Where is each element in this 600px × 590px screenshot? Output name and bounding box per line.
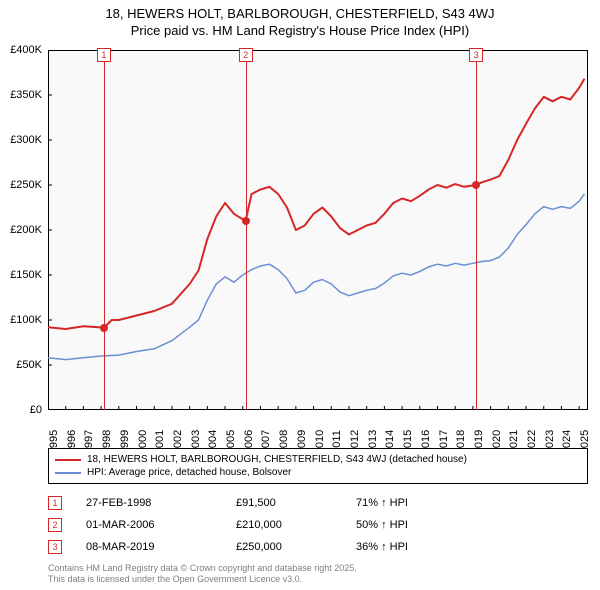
footer-line-1: Contains HM Land Registry data © Crown c… — [48, 563, 588, 575]
y-tick-label: £250K — [10, 179, 42, 191]
y-tick-label: £200K — [10, 224, 42, 236]
marker-box-3: 3 — [469, 48, 483, 62]
marker-line-3 — [476, 50, 477, 410]
sale-marker: 3 — [48, 540, 62, 554]
sale-price: £250,000 — [236, 541, 356, 553]
footer-line-2: This data is licensed under the Open Gov… — [48, 574, 588, 586]
legend-row: HPI: Average price, detached house, Bols… — [55, 466, 581, 479]
marker-dot-2 — [242, 217, 250, 225]
legend-label: HPI: Average price, detached house, Bols… — [87, 467, 291, 478]
title-block: 18, HEWERS HOLT, BARLBOROUGH, CHESTERFIE… — [0, 0, 600, 40]
title-line-2: Price paid vs. HM Land Registry's House … — [0, 23, 600, 40]
sale-marker: 2 — [48, 518, 62, 532]
sale-date: 27-FEB-1998 — [86, 497, 236, 509]
marker-line-2 — [246, 50, 247, 410]
sale-row-3: 3 08-MAR-2019£250,00036% ↑ HPI — [48, 536, 588, 558]
marker-dot-3 — [472, 181, 480, 189]
legend-row: 18, HEWERS HOLT, BARLBOROUGH, CHESTERFIE… — [55, 453, 581, 466]
sale-row-2: 2 01-MAR-2006£210,00050% ↑ HPI — [48, 514, 588, 536]
sale-price: £210,000 — [236, 519, 356, 531]
y-tick-label: £50K — [16, 359, 42, 371]
chart-plot-area: 1 2 3 — [48, 50, 588, 410]
sales-table: 1 27-FEB-1998£91,50071% ↑ HPI 2 01-MAR-2006… — [48, 492, 588, 558]
legend-swatch — [55, 459, 81, 461]
footer: Contains HM Land Registry data © Crown c… — [48, 563, 588, 586]
sale-hpi: 50% ↑ HPI — [356, 519, 456, 531]
y-tick-label: £400K — [10, 44, 42, 56]
sale-price: £91,500 — [236, 497, 356, 509]
plot-svg — [48, 50, 588, 410]
sale-hpi: 36% ↑ HPI — [356, 541, 456, 553]
chart-container: 18, HEWERS HOLT, BARLBOROUGH, CHESTERFIE… — [0, 0, 600, 590]
legend-swatch — [55, 472, 81, 474]
sale-date: 01-MAR-2006 — [86, 519, 236, 531]
y-tick-label: £100K — [10, 314, 42, 326]
y-axis-labels: £0£50K£100K£150K£200K£250K£300K£350K£400… — [0, 50, 46, 410]
sale-marker: 1 — [48, 496, 62, 510]
legend: 18, HEWERS HOLT, BARLBOROUGH, CHESTERFIE… — [48, 448, 588, 484]
x-axis-labels: 1995199619971998199920002001200220032004… — [48, 412, 588, 442]
series-hpi — [48, 194, 584, 360]
marker-box-1: 1 — [97, 48, 111, 62]
sale-row-1: 1 27-FEB-1998£91,50071% ↑ HPI — [48, 492, 588, 514]
legend-label: 18, HEWERS HOLT, BARLBOROUGH, CHESTERFIE… — [87, 454, 467, 465]
sale-hpi: 71% ↑ HPI — [356, 497, 456, 509]
title-line-1: 18, HEWERS HOLT, BARLBOROUGH, CHESTERFIE… — [0, 6, 600, 23]
marker-dot-1 — [100, 324, 108, 332]
y-tick-label: £300K — [10, 134, 42, 146]
marker-line-1 — [104, 50, 105, 410]
y-tick-label: £150K — [10, 269, 42, 281]
y-tick-label: £350K — [10, 89, 42, 101]
series-price_paid — [48, 79, 584, 329]
sale-date: 08-MAR-2019 — [86, 541, 236, 553]
marker-box-2: 2 — [239, 48, 253, 62]
y-tick-label: £0 — [30, 404, 42, 416]
